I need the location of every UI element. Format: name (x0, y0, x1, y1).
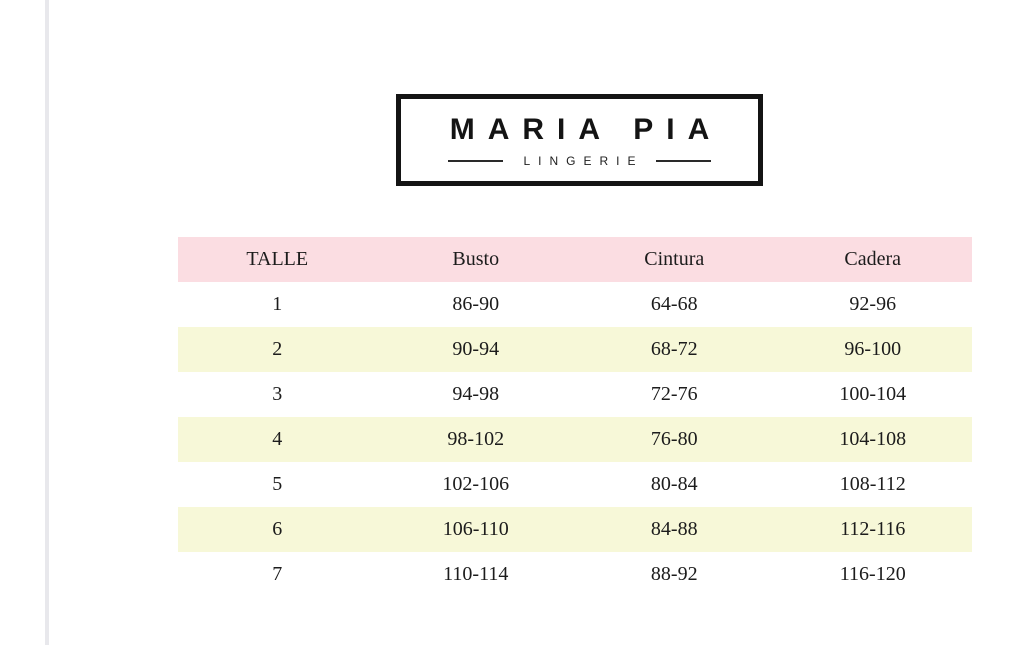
table-row: 5 102-106 80-84 108-112 (178, 462, 972, 507)
column-header-cadera: Cadera (844, 248, 902, 270)
brand-subtitle: LINGERIE (523, 153, 644, 168)
cell-cadera: 96-100 (844, 338, 902, 360)
cell-cintura: 72-76 (650, 383, 698, 405)
brand-subtitle-row: LINGERIE (448, 153, 711, 168)
table-row: 6 106-110 84-88 112-116 (178, 507, 972, 552)
column-header-busto: Busto (452, 248, 500, 270)
cell-cadera: 92-96 (849, 293, 897, 315)
cell-busto: 110-114 (443, 563, 509, 585)
cell-busto: 98-102 (447, 428, 505, 450)
cell-talle: 4 (272, 428, 283, 450)
cell-cintura: 80-84 (650, 473, 698, 495)
cell-cadera: 116-120 (839, 563, 906, 585)
cell-busto: 90-94 (452, 338, 500, 360)
cell-cintura: 76-80 (650, 428, 698, 450)
cell-talle: 6 (272, 518, 283, 540)
size-chart-table: TALLE Busto Cintura Cadera 1 86-90 64-68… (178, 237, 972, 597)
table-row: 2 90-94 68-72 96-100 (178, 327, 972, 372)
subtitle-dash-left (448, 159, 504, 162)
cell-cadera: 104-108 (839, 428, 907, 450)
table-row: 1 86-90 64-68 92-96 (178, 282, 972, 327)
cell-cintura: 68-72 (650, 338, 698, 360)
brand-name: MARIA PIA (449, 112, 723, 146)
column-header-talle: TALLE (246, 248, 309, 270)
table-row: 7 110-114 88-92 116-120 (178, 552, 972, 597)
table-header-row: TALLE Busto Cintura Cadera (178, 237, 972, 282)
cell-cadera: 112-116 (840, 518, 906, 540)
cell-cadera: 100-104 (839, 383, 907, 405)
cell-cintura: 84-88 (650, 518, 698, 540)
page-edge-divider (45, 0, 49, 645)
cell-cintura: 88-92 (650, 563, 698, 585)
cell-cintura: 64-68 (650, 293, 698, 315)
cell-talle: 3 (272, 383, 283, 405)
cell-talle: 2 (272, 338, 283, 360)
table-row: 3 94-98 72-76 100-104 (178, 372, 972, 417)
column-header-cintura: Cintura (644, 248, 705, 270)
cell-talle: 5 (272, 473, 283, 495)
table-row: 4 98-102 76-80 104-108 (178, 417, 972, 462)
brand-logo: MARIA PIA LINGERIE (396, 94, 763, 186)
cell-talle: 1 (272, 293, 283, 315)
cell-busto: 86-90 (452, 293, 500, 315)
cell-talle: 7 (272, 563, 283, 585)
cell-busto: 94-98 (452, 383, 500, 405)
cell-busto: 102-106 (442, 473, 510, 495)
cell-busto: 106-110 (442, 518, 509, 540)
subtitle-dash-right (655, 159, 711, 162)
cell-cadera: 108-112 (839, 473, 906, 495)
